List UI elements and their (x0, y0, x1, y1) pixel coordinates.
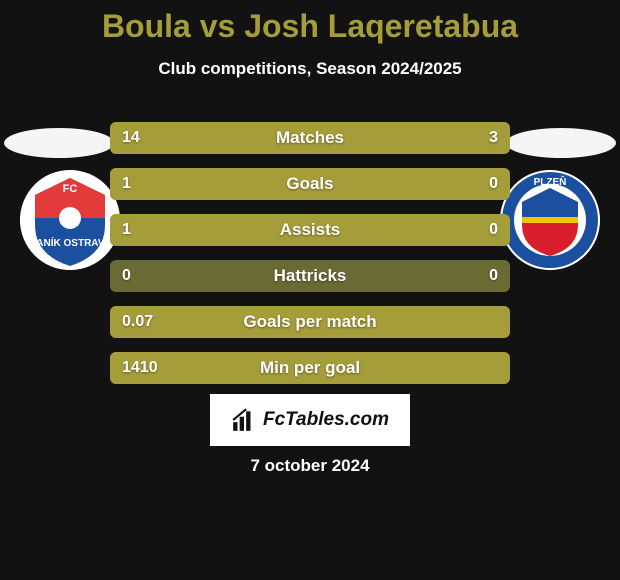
stat-label: Hattricks (110, 266, 510, 286)
page-title: Boula vs Josh Laqeretabua (0, 0, 620, 45)
stat-label: Goals (110, 174, 510, 194)
stat-row: 00Hattricks (110, 260, 510, 292)
stat-label: Assists (110, 220, 510, 240)
stat-label: Goals per match (110, 312, 510, 332)
left-club-badge: BANÍK OSTRAVA FC (20, 170, 120, 270)
stats-table: 143Matches 10Goals 10Assists 00Hattricks 0.0… (110, 122, 510, 398)
svg-text:BANÍK OSTRAVA: BANÍK OSTRAVA (29, 236, 111, 249)
stat-label: Matches (110, 128, 510, 148)
stat-row: 10Goals (110, 168, 510, 200)
chart-icon (231, 407, 257, 433)
fctables-logo-text: FcTables.com (263, 409, 389, 431)
subtitle: Club competitions, Season 2024/2025 (0, 45, 620, 79)
right-club-badge: PLZEŇ (500, 170, 600, 270)
stat-row: 10Assists (110, 214, 510, 246)
right-ellipse-decoration (506, 128, 616, 158)
left-ellipse-decoration (4, 128, 114, 158)
fctables-logo: FcTables.com (210, 394, 410, 446)
svg-text:FC: FC (63, 183, 78, 195)
svg-text:PLZEŇ: PLZEŇ (534, 175, 567, 188)
stat-row: 0.07Goals per match (110, 306, 510, 338)
stat-row: 1410Min per goal (110, 352, 510, 384)
stat-row: 143Matches (110, 122, 510, 154)
banik-ostrava-icon: BANÍK OSTRAVA FC (20, 170, 120, 270)
viktoria-plzen-icon: PLZEŇ (500, 170, 600, 270)
date-line: 7 october 2024 (0, 456, 620, 476)
stat-label: Min per goal (110, 358, 510, 378)
